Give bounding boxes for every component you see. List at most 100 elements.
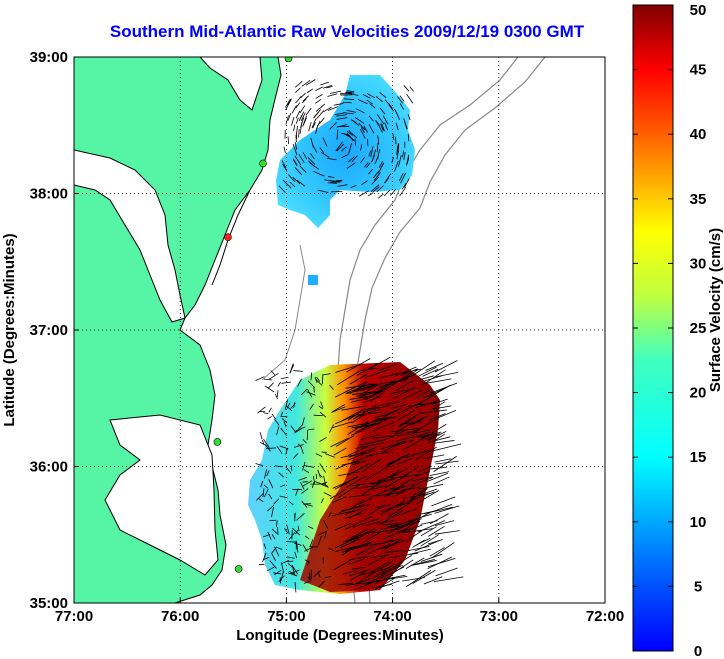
- current-vector: [431, 496, 456, 507]
- current-vector: [394, 422, 411, 434]
- current-vector: [425, 362, 444, 371]
- current-vector: [382, 115, 389, 125]
- current-vector: [323, 475, 327, 486]
- current-vector: [313, 111, 320, 119]
- current-vector: [362, 94, 371, 99]
- current-vector: [313, 171, 325, 177]
- current-vector: [345, 383, 375, 389]
- current-vector: [366, 520, 381, 527]
- current-vector: [313, 386, 315, 393]
- current-vector: [381, 123, 385, 132]
- current-vector: [369, 486, 396, 499]
- current-vector: [433, 455, 457, 472]
- current-vector: [429, 513, 449, 525]
- colorbar-tick-label: 0: [694, 643, 702, 659]
- current-vector: [285, 466, 292, 474]
- current-vector: [301, 388, 308, 396]
- colorbar: [632, 4, 674, 652]
- current-vector: [409, 86, 414, 92]
- current-vector: [287, 112, 292, 121]
- current-vector: [433, 576, 464, 583]
- current-vector: [415, 490, 439, 505]
- x-tick-label: 75:00: [267, 608, 305, 625]
- current-vector: [327, 182, 338, 184]
- current-vector: [376, 478, 396, 483]
- current-vector: [347, 445, 370, 456]
- colorbar-tick-label: 30: [690, 255, 707, 272]
- current-vector: [423, 576, 443, 585]
- current-vectors: [278, 79, 414, 199]
- current-vector: [412, 569, 436, 584]
- current-vector: [425, 433, 440, 441]
- current-vector: [349, 555, 370, 561]
- current-vector: [306, 391, 316, 396]
- current-vector: [307, 389, 313, 398]
- current-vector: [434, 458, 452, 463]
- current-vector: [427, 436, 451, 443]
- current-vector: [429, 471, 450, 476]
- current-vector: [294, 551, 298, 559]
- current-vector: [365, 543, 391, 555]
- current-vector: [350, 528, 369, 539]
- current-vector: [290, 403, 296, 409]
- radar-station-marker: [259, 159, 267, 168]
- current-vector: [310, 372, 313, 381]
- current-vector: [266, 470, 270, 477]
- current-vector: [420, 409, 447, 414]
- current-vector: [428, 526, 445, 537]
- current-vector: [358, 497, 373, 505]
- current-vector: [360, 129, 366, 139]
- current-vector: [347, 422, 372, 428]
- current-vector: [382, 522, 399, 526]
- current-vector: [374, 563, 396, 577]
- current-vector: [383, 538, 403, 543]
- current-vector: [368, 124, 375, 134]
- current-vector: [315, 103, 326, 112]
- current-vector: [271, 506, 274, 518]
- current-vector: [299, 105, 306, 114]
- current-vector: [315, 453, 323, 457]
- current-vector: [395, 122, 399, 131]
- current-vector: [396, 507, 418, 517]
- current-vector: [411, 476, 433, 482]
- current-vector: [397, 527, 413, 533]
- current-vector: [361, 483, 380, 495]
- current-vector: [277, 381, 281, 387]
- current-vector: [360, 367, 379, 371]
- current-vector: [294, 542, 302, 546]
- current-vector: [345, 508, 362, 515]
- current-vector: [315, 94, 323, 99]
- current-vector: [370, 184, 380, 192]
- current-vector: [267, 531, 272, 540]
- current-vector: [350, 454, 374, 464]
- current-vector: [300, 112, 306, 121]
- radar-station-marker: [284, 57, 293, 63]
- current-vector: [396, 429, 419, 437]
- current-vector: [280, 427, 287, 436]
- current-vector: [365, 388, 387, 401]
- current-vector: [263, 438, 270, 448]
- current-vector: [369, 383, 396, 398]
- current-vector: [413, 558, 435, 565]
- current-vector: [335, 363, 362, 373]
- current-vector: [321, 451, 327, 453]
- current-vector: [301, 98, 307, 104]
- current-vector: [397, 416, 416, 429]
- current-vector: [351, 460, 367, 466]
- current-vector: [301, 79, 311, 87]
- current-vector: [376, 121, 383, 133]
- current-vector: [300, 446, 304, 454]
- current-vector: [427, 556, 453, 569]
- current-vector: [398, 173, 404, 181]
- current-vector: [417, 484, 444, 490]
- current-vector: [302, 461, 306, 471]
- current-vector: [263, 378, 273, 381]
- current-vector: [375, 504, 391, 508]
- current-vector: [321, 481, 328, 485]
- current-vector: [433, 443, 462, 452]
- current-vector: [416, 431, 432, 437]
- current-vector: [347, 462, 371, 476]
- current-vector: [342, 532, 366, 543]
- current-vector: [405, 557, 425, 569]
- current-vector: [315, 378, 323, 386]
